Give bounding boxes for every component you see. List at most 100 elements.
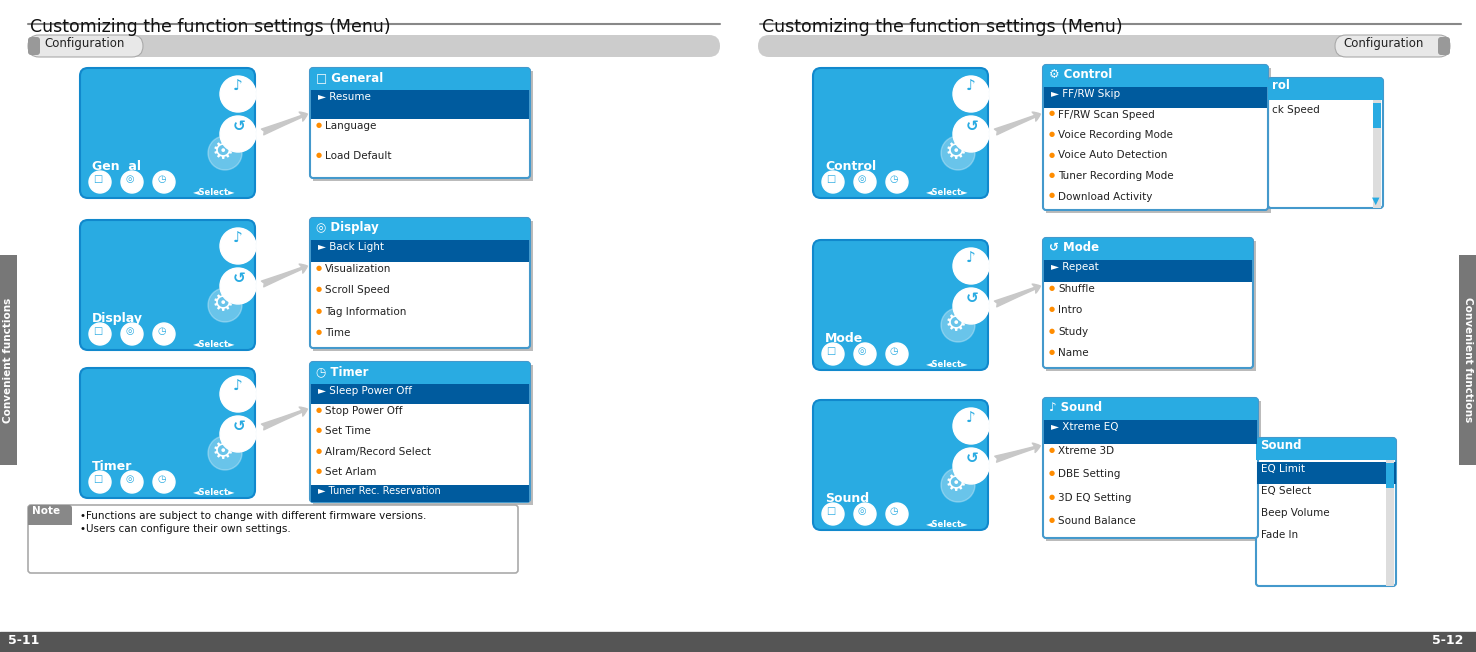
FancyBboxPatch shape — [310, 362, 530, 502]
Text: ↺ Mode: ↺ Mode — [1049, 241, 1100, 254]
FancyBboxPatch shape — [310, 68, 530, 178]
FancyBboxPatch shape — [1268, 78, 1383, 100]
Circle shape — [855, 503, 875, 525]
Circle shape — [208, 136, 242, 170]
Text: ●: ● — [316, 308, 322, 314]
Circle shape — [121, 323, 143, 345]
Circle shape — [220, 268, 255, 304]
Text: ⚙: ⚙ — [213, 440, 235, 464]
Text: ► Resume: ► Resume — [317, 92, 370, 102]
FancyBboxPatch shape — [813, 240, 987, 370]
Text: ●: ● — [1049, 192, 1055, 198]
Text: □: □ — [93, 174, 102, 184]
Bar — [1046, 241, 1256, 371]
Circle shape — [886, 343, 908, 365]
Text: ◎: ◎ — [125, 474, 133, 484]
Text: Beep Volume: Beep Volume — [1261, 508, 1330, 518]
Bar — [310, 229, 530, 240]
Text: rol: rol — [1272, 79, 1290, 92]
Text: ◷: ◷ — [156, 174, 165, 184]
Bar — [1256, 449, 1396, 460]
Circle shape — [953, 288, 989, 324]
Text: □: □ — [93, 474, 102, 484]
Bar — [1046, 401, 1261, 541]
FancyBboxPatch shape — [80, 220, 255, 350]
Text: Mode: Mode — [825, 332, 863, 345]
Circle shape — [220, 76, 255, 112]
Bar — [1268, 89, 1383, 100]
Text: ♪: ♪ — [233, 379, 242, 394]
Text: ●: ● — [316, 265, 322, 271]
Text: Customizing the function settings (Menu): Customizing the function settings (Menu) — [762, 18, 1123, 36]
Bar — [313, 221, 533, 351]
Circle shape — [953, 116, 989, 152]
FancyBboxPatch shape — [28, 37, 40, 55]
Text: ► Xtreme EQ: ► Xtreme EQ — [1051, 422, 1119, 432]
Circle shape — [942, 136, 976, 170]
Text: Configuration: Configuration — [1343, 37, 1423, 50]
Text: ◷: ◷ — [890, 506, 899, 516]
Text: ●: ● — [1049, 328, 1055, 334]
Text: □: □ — [827, 506, 835, 516]
Text: Sound: Sound — [825, 492, 869, 505]
Text: ●: ● — [1049, 110, 1055, 117]
Circle shape — [942, 468, 976, 502]
Text: Set Time: Set Time — [325, 426, 370, 436]
Bar — [0, 632, 1476, 652]
Text: Configuration: Configuration — [44, 37, 124, 50]
Text: ●: ● — [1049, 518, 1055, 524]
Text: ⚙: ⚙ — [945, 140, 967, 164]
FancyBboxPatch shape — [1044, 238, 1253, 260]
Text: ◎: ◎ — [858, 506, 866, 516]
Text: ⚙: ⚙ — [945, 472, 967, 496]
Bar — [311, 240, 528, 261]
FancyBboxPatch shape — [759, 35, 1449, 57]
Bar — [310, 79, 530, 90]
Circle shape — [822, 503, 844, 525]
Text: ♪: ♪ — [233, 79, 242, 94]
Circle shape — [154, 323, 176, 345]
Text: ⚙: ⚙ — [213, 292, 235, 316]
FancyBboxPatch shape — [813, 400, 987, 530]
Text: Display: Display — [92, 312, 143, 325]
Text: ⚙ Control: ⚙ Control — [1049, 68, 1113, 81]
Text: ↺: ↺ — [965, 119, 979, 134]
Text: Language: Language — [325, 121, 376, 131]
FancyBboxPatch shape — [1256, 438, 1396, 460]
Text: Stop Power Off: Stop Power Off — [325, 406, 403, 416]
Text: ●: ● — [316, 428, 322, 434]
Circle shape — [89, 323, 111, 345]
Circle shape — [822, 171, 844, 193]
Circle shape — [154, 471, 176, 493]
Bar — [0, 255, 18, 465]
Text: ●: ● — [316, 467, 322, 474]
Text: ●: ● — [1049, 151, 1055, 158]
Text: Xtreme 3D: Xtreme 3D — [1058, 445, 1114, 456]
Text: Voice Auto Detection: Voice Auto Detection — [1058, 151, 1168, 160]
FancyBboxPatch shape — [1044, 65, 1268, 210]
Bar — [313, 365, 533, 505]
Text: ●: ● — [316, 329, 322, 335]
Text: ●: ● — [1049, 285, 1055, 291]
FancyBboxPatch shape — [1438, 37, 1449, 55]
Text: ●: ● — [1049, 447, 1055, 452]
Text: Customizing the function settings (Menu): Customizing the function settings (Menu) — [30, 18, 391, 36]
Text: Shuffle: Shuffle — [1058, 284, 1095, 293]
Text: ●: ● — [316, 448, 322, 454]
Text: ●: ● — [1049, 494, 1055, 500]
Bar — [1044, 76, 1268, 87]
Text: ◷: ◷ — [890, 346, 899, 356]
Circle shape — [89, 471, 111, 493]
Bar — [1044, 420, 1258, 443]
Text: ► Sleep Power Off: ► Sleep Power Off — [317, 386, 412, 396]
Text: ◄Select►: ◄Select► — [925, 188, 968, 197]
FancyBboxPatch shape — [1334, 35, 1449, 57]
Text: ●: ● — [1049, 349, 1055, 355]
Circle shape — [886, 503, 908, 525]
Text: ◄Select►: ◄Select► — [925, 360, 968, 369]
Text: ⚙: ⚙ — [945, 312, 967, 336]
Bar — [1044, 409, 1258, 420]
FancyBboxPatch shape — [1268, 78, 1383, 208]
Text: ♪: ♪ — [233, 231, 242, 246]
Circle shape — [89, 171, 111, 193]
